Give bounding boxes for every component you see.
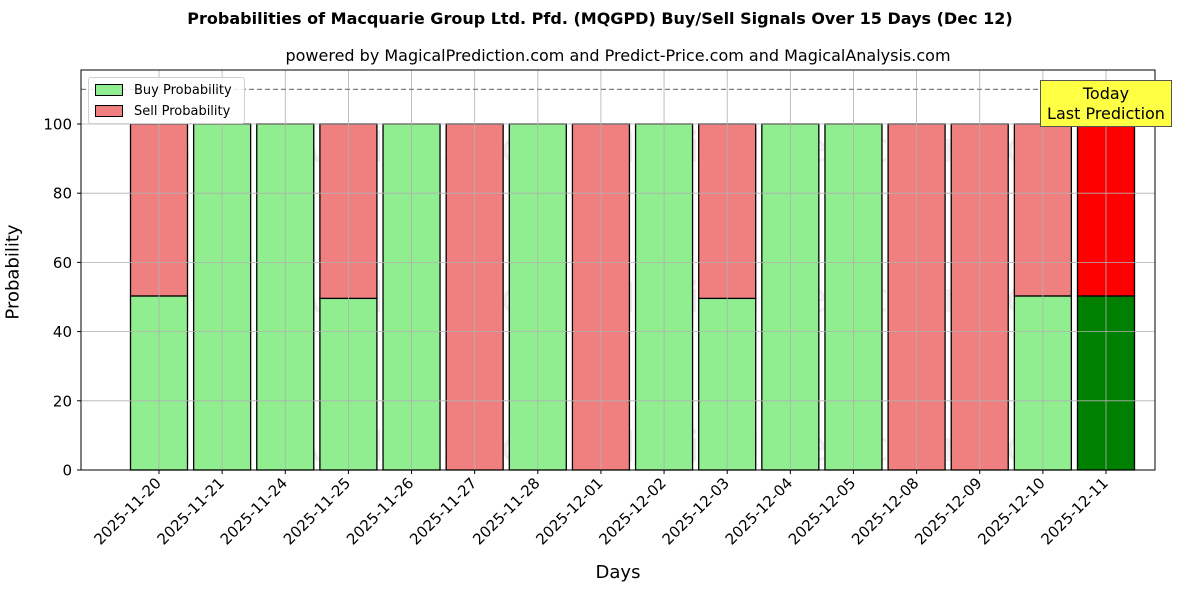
x-tick-label: 2025-12-09: [911, 474, 985, 548]
x-axis-label: Days: [595, 562, 641, 583]
x-tick-label: 2025-11-25: [280, 474, 354, 548]
chart-title: Probabilities of Macquarie Group Ltd. Pf…: [187, 9, 1013, 28]
legend: Buy Probability Sell Probability: [88, 77, 245, 124]
x-tick-label: 2025-12-05: [785, 474, 859, 548]
plot-frame: [80, 69, 1156, 471]
buy-swatch-icon: [95, 84, 123, 96]
legend-buy-label: Buy Probability: [134, 82, 232, 98]
x-tick-label: 2025-12-02: [596, 474, 670, 548]
y-tick-label: 60: [53, 254, 72, 272]
today-annotation: Today Last Prediction: [1040, 80, 1172, 127]
x-tick-label: 2025-11-20: [90, 474, 164, 548]
x-tick-label: 2025-12-01: [532, 474, 606, 548]
y-tick-label: 40: [53, 323, 72, 341]
x-tick-label: 2025-12-04: [722, 474, 796, 548]
legend-item-sell: Sell Probability: [95, 103, 230, 119]
x-tick-label: 2025-11-24: [217, 474, 291, 548]
x-tick-label: 2025-11-21: [154, 474, 228, 548]
y-tick-label: 80: [53, 185, 72, 203]
x-tick-label: 2025-11-26: [343, 474, 417, 548]
x-tick-label: 2025-12-08: [848, 474, 922, 548]
annotation-line-2: Last Prediction: [1047, 104, 1165, 123]
chart-subtitle: powered by MagicalPrediction.com and Pre…: [285, 46, 951, 65]
x-tick-label: 2025-12-03: [659, 474, 733, 548]
x-tick-label: 2025-11-28: [469, 474, 543, 548]
y-tick-label: 0: [62, 462, 72, 480]
x-tick-label: 2025-11-27: [406, 474, 480, 548]
x-tick-label: 2025-12-11: [1037, 474, 1111, 548]
annotation-line-1: Today: [1082, 84, 1130, 103]
legend-item-buy: Buy Probability: [95, 82, 232, 98]
y-tick-label: 20: [53, 392, 72, 410]
y-tick-label: 100: [43, 115, 72, 133]
x-tick-label: 2025-12-10: [974, 474, 1048, 548]
sell-swatch-icon: [95, 105, 123, 117]
legend-sell-label: Sell Probability: [134, 103, 231, 119]
